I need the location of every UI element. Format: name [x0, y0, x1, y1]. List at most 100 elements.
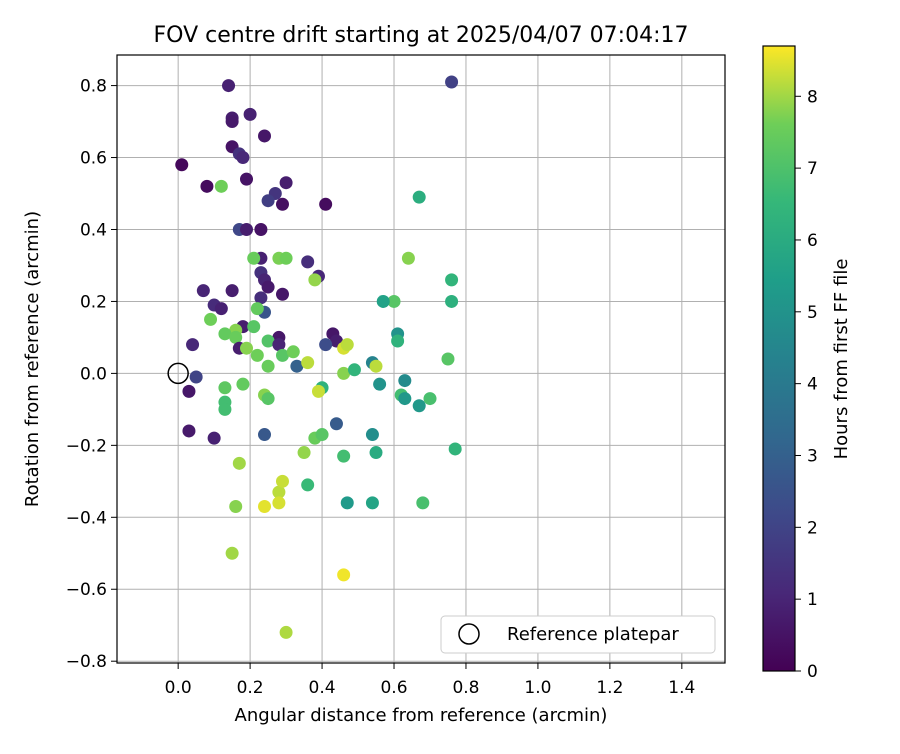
- reference-layer: [167, 362, 189, 385]
- data-point: [441, 352, 455, 366]
- data-point: [200, 179, 214, 193]
- x-tick-label: 0.2: [237, 678, 264, 698]
- colorbar-gradient: [762, 45, 796, 672]
- data-point: [247, 251, 261, 265]
- data-point: [412, 399, 426, 413]
- data-point: [182, 384, 196, 398]
- x-tick-label: 1.0: [524, 678, 551, 698]
- colorbar-tick-label: 5: [807, 303, 818, 323]
- data-point: [272, 485, 286, 499]
- x-tick-label: 0.6: [380, 678, 407, 698]
- legend-marker: [458, 623, 480, 645]
- reference-marker: [167, 362, 189, 385]
- data-point: [261, 280, 275, 294]
- data-point: [301, 255, 315, 269]
- data-point: [258, 500, 272, 514]
- data-point: [340, 338, 354, 352]
- data-point: [272, 338, 286, 352]
- colorbar-tick-label: 2: [807, 518, 818, 538]
- data-point: [240, 172, 254, 186]
- data-point: [286, 345, 300, 359]
- data-point: [445, 75, 459, 89]
- data-point: [398, 392, 412, 406]
- data-point: [365, 496, 379, 510]
- data-point: [337, 568, 351, 582]
- data-point: [182, 424, 196, 438]
- data-point: [387, 294, 401, 308]
- data-point: [225, 546, 239, 560]
- data-point: [175, 158, 189, 172]
- data-point: [319, 197, 333, 211]
- data-point: [275, 287, 289, 301]
- data-point: [319, 338, 333, 352]
- data-point: [369, 359, 383, 373]
- data-point: [315, 428, 329, 442]
- data-point: [401, 251, 415, 265]
- colorbar-tick-label: 0: [807, 662, 818, 682]
- x-tick-label: 0.0: [165, 678, 192, 698]
- x-tick-label: 0.4: [309, 678, 336, 698]
- legend-label: Reference platepar: [507, 624, 679, 645]
- y-tick-label: 0.4: [80, 220, 107, 240]
- data-point: [232, 456, 246, 470]
- data-point: [279, 625, 293, 639]
- data-point: [240, 341, 254, 355]
- data-point: [365, 428, 379, 442]
- data-point: [272, 496, 286, 510]
- data-point: [279, 251, 293, 265]
- data-point: [329, 417, 343, 431]
- y-tick-label: −0.8: [66, 652, 107, 672]
- x-tick-label: 0.8: [452, 678, 479, 698]
- data-point: [250, 348, 264, 362]
- data-point: [369, 446, 383, 460]
- colorbar-tick-label: 3: [807, 446, 818, 466]
- data-point: [189, 370, 203, 384]
- data-points: [175, 75, 462, 639]
- data-point: [261, 194, 275, 208]
- data-point: [301, 356, 315, 370]
- data-point: [225, 115, 239, 129]
- colorbar-tick-label: 4: [807, 375, 818, 395]
- colorbar-tick-label: 6: [807, 231, 818, 251]
- y-axis-label: Rotation from reference (arcmin): [22, 211, 43, 507]
- y-tick-label: −0.6: [66, 580, 107, 600]
- data-point: [261, 359, 275, 373]
- chart-title: FOV centre drift starting at 2025/04/07 …: [154, 23, 689, 48]
- data-point: [236, 377, 250, 391]
- data-point: [279, 176, 293, 190]
- data-point: [398, 374, 412, 388]
- data-point: [423, 392, 437, 406]
- grid: [117, 55, 725, 663]
- data-point: [218, 381, 232, 395]
- data-point: [196, 284, 210, 298]
- data-point: [258, 428, 272, 442]
- colorbar: 0 1 2 3 4 5 6 7 8 Hours from first FF file: [762, 45, 852, 682]
- legend-frame: [440, 615, 716, 654]
- x-axis-label: Angular distance from reference (arcmin): [235, 705, 608, 726]
- data-point: [204, 312, 218, 326]
- data-point: [412, 190, 426, 204]
- data-point: [261, 334, 275, 348]
- plot-frame: [116, 54, 726, 664]
- data-point: [247, 320, 261, 334]
- y-tick-label: 0.0: [80, 364, 107, 384]
- x-tick-label: 1.4: [668, 678, 695, 698]
- data-point: [275, 348, 289, 362]
- data-point: [301, 478, 315, 492]
- data-point: [347, 363, 361, 377]
- data-point: [445, 294, 459, 308]
- colorbar-tick-label: 8: [807, 87, 818, 107]
- data-point: [448, 442, 462, 456]
- data-point: [261, 392, 275, 406]
- data-point: [445, 273, 459, 287]
- y-tick-label: 0.6: [80, 149, 107, 169]
- data-point: [337, 449, 351, 463]
- data-point: [254, 222, 268, 236]
- y-tick-label: 0.2: [80, 292, 107, 312]
- data-point: [236, 151, 250, 165]
- y-tick-label: 0.8: [80, 77, 107, 97]
- data-point: [297, 446, 311, 460]
- data-point: [258, 129, 272, 143]
- axis-ticks: 0.0 0.2 0.4 0.6 0.8 1.0 1.2 1.4 −0.8 −0.6 −0.4 −0.2…: [66, 77, 696, 698]
